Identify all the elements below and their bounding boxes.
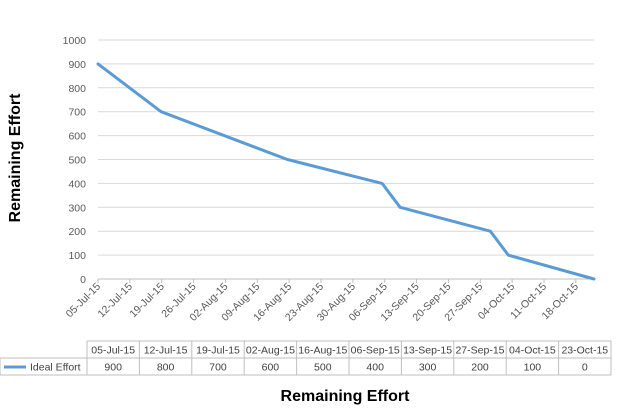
x-axis-title: Remaining Effort [281, 388, 411, 405]
table-value-cell: 700 [209, 362, 227, 374]
table-header-cell: 16-Aug-15 [298, 345, 347, 357]
y-axis-ticks: 0 100 200 300 400 500 600 700 800 900 1000 [63, 35, 87, 286]
table-header-cell: 27-Sep-15 [455, 345, 504, 357]
y-tick-label: 1000 [63, 35, 87, 47]
y-tick-label: 400 [68, 178, 86, 190]
y-tick-label: 900 [68, 59, 86, 71]
gridlines [98, 39, 594, 280]
x-axis-ticks: 05-Jul-1512-Jul-1519-Jul-1526-Jul-1502-A… [64, 279, 581, 324]
table-value-cell: 800 [157, 362, 175, 374]
y-tick-label: 800 [68, 83, 86, 95]
y-tick-label: 600 [68, 131, 86, 143]
table-header-cell: 13-Sep-15 [403, 345, 452, 357]
table-value-cell: 900 [104, 362, 122, 374]
y-tick-label: 200 [68, 226, 86, 238]
table-value-cell: 500 [314, 362, 332, 374]
table-value-cell: 200 [471, 362, 489, 374]
y-tick-label: 0 [80, 274, 86, 286]
table-header-cell: 04-Oct-15 [509, 345, 556, 357]
data-table: 05-Jul-15 12-Jul-15 19-Jul-15 02-Aug-15 16-A… [0, 340, 612, 376]
table-header-cell: 02-Aug-15 [246, 345, 295, 357]
table-header-cell: 12-Jul-15 [144, 345, 188, 357]
table-value-cell: 0 [582, 362, 588, 374]
table-value-cell: 600 [262, 362, 280, 374]
y-axis-title: Remaining Effort [7, 93, 24, 223]
table-header-cell: 19-Jul-15 [196, 345, 240, 357]
y-tick-label: 500 [68, 155, 86, 167]
table-header-cell: 23-Oct-15 [561, 345, 608, 357]
table-value-cell: 400 [366, 362, 384, 374]
table-header-cell: 06-Sep-15 [351, 345, 400, 357]
table-header-cell: 05-Jul-15 [91, 345, 135, 357]
series-line-ideal-effort [96, 62, 596, 281]
y-tick-label: 300 [68, 202, 86, 214]
y-tick-label: 700 [68, 107, 86, 119]
series-layer [96, 62, 596, 281]
y-tick-label: 100 [68, 250, 86, 262]
table-row-label: Ideal Effort [30, 362, 81, 374]
table-value-cell: 300 [419, 362, 437, 374]
table-value-cell: 100 [524, 362, 542, 374]
